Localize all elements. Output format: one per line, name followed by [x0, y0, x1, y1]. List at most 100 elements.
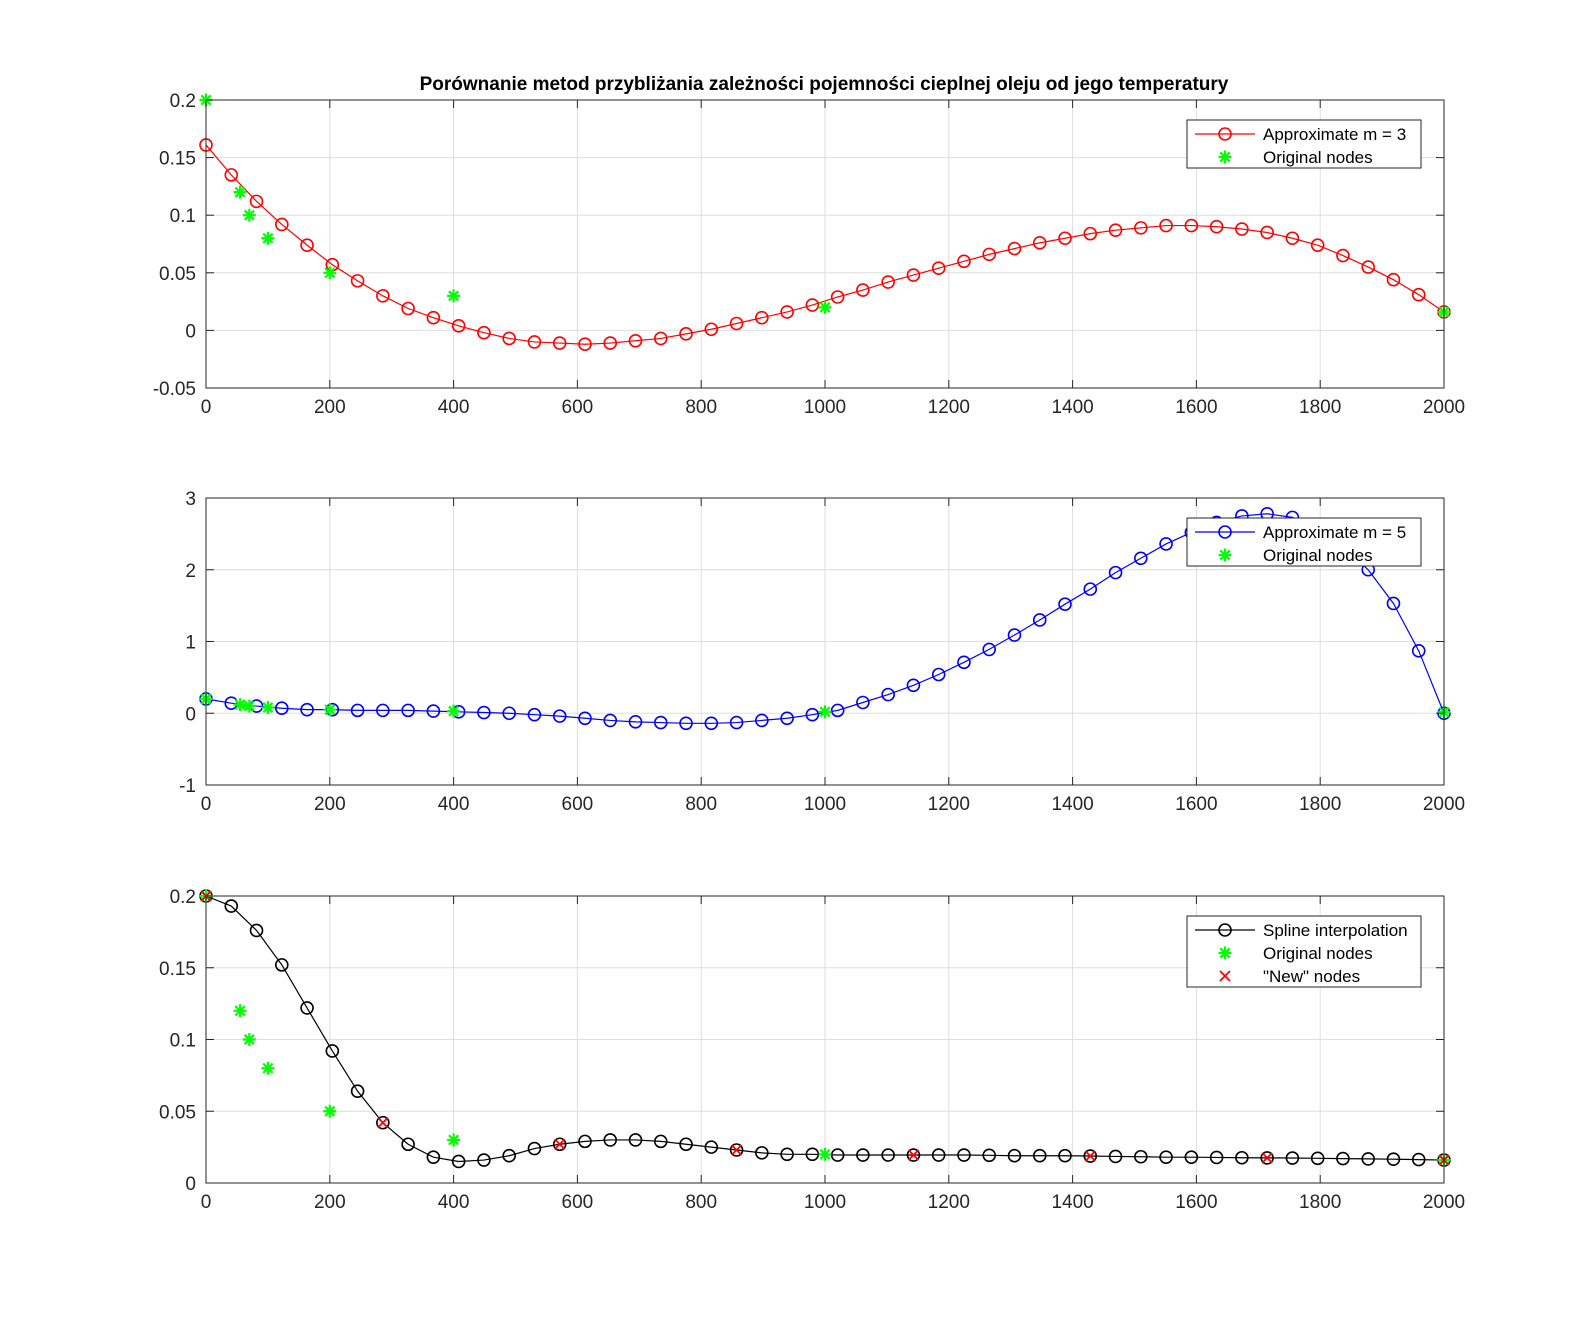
data-point: [401, 1137, 415, 1152]
subplot-3-spline-interpolation: 0 200 400 600 800 1000 1200 1400 1600 1800 2000 0 0.…: [159, 887, 1465, 1213]
legend-entry-original-nodes: Original nodes: [1218, 148, 1373, 167]
data-point: [1108, 565, 1123, 580]
y-tick-label: 0.15: [159, 149, 196, 170]
data-point: [249, 923, 264, 938]
data-point: [730, 1144, 743, 1156]
data-point: [274, 958, 289, 972]
subplot-1-approximation-m3: 0 200 400 600 800 1000 1200 1400 1600 1800 2000 -0.…: [153, 91, 1465, 418]
x-tick-label: 400: [438, 794, 470, 815]
ticks: 0 200 400 600 800 1000 1200 1400 1600 1800 2000 0 0.…: [159, 887, 1465, 1213]
x-tick-label: 1000: [804, 397, 846, 418]
figure-title: Porównanie metod przybliżania zależności…: [420, 74, 1229, 95]
data-point: [1134, 221, 1148, 235]
data-point: [1235, 222, 1249, 236]
data-point: [755, 713, 769, 728]
data-point: [552, 336, 567, 350]
y-tick-label: 0.1: [170, 1031, 196, 1052]
data-point: [426, 704, 441, 718]
data-point: [426, 1150, 441, 1164]
legend-entry-original-nodes: Original nodes: [1218, 944, 1373, 963]
x-tick-label: 600: [562, 794, 594, 815]
data-point: [729, 1143, 744, 1157]
data-point: [780, 711, 794, 726]
data-point: [1361, 1152, 1376, 1166]
data-point: [447, 1133, 461, 1147]
data-point: [233, 698, 247, 712]
data-point: [603, 713, 618, 728]
x-tick-label: 0: [201, 794, 212, 815]
y-tick-label: -0.05: [153, 379, 196, 400]
x-tick-label: 1200: [928, 397, 970, 418]
data-point: [881, 275, 895, 289]
data-point: [830, 290, 845, 304]
data-point: [1310, 1151, 1325, 1166]
data-point: [242, 1033, 256, 1046]
x-tick-label: 0: [201, 397, 212, 418]
data-point: [1108, 1149, 1123, 1164]
y-tick-label: 1: [185, 633, 196, 654]
data-point: [1032, 236, 1047, 250]
data-point: [957, 655, 971, 670]
data-point: [1007, 1148, 1022, 1163]
legend-marker: [1218, 946, 1232, 960]
data-point: [830, 1148, 845, 1162]
data-point: [856, 283, 870, 297]
data-point: [1411, 644, 1426, 658]
y-tick-label: 0.1: [170, 206, 196, 227]
data-point: [261, 701, 275, 715]
x-tick-label: 1400: [1051, 1192, 1093, 1213]
x-tick-label: 200: [314, 794, 346, 815]
data-point: [1159, 1150, 1173, 1164]
data-point: [578, 1134, 592, 1149]
data-point: [323, 266, 337, 280]
data-point: [755, 1146, 769, 1160]
data-point: [1310, 238, 1325, 252]
data-point: [931, 1148, 946, 1162]
data-point: [376, 289, 390, 303]
data-point: [679, 716, 693, 731]
y-tick-label: -1: [179, 776, 196, 797]
data-point: [1032, 613, 1047, 627]
data-point: [242, 699, 256, 713]
data-point: [1184, 1150, 1199, 1164]
legend-label: Original nodes: [1263, 944, 1373, 963]
x-tick-label: 1600: [1175, 794, 1217, 815]
x-tick-label: 1000: [804, 1192, 846, 1213]
legend-marker: [1218, 150, 1232, 164]
data-point: [856, 1148, 870, 1162]
data-point: [1159, 537, 1173, 551]
data-point: [1386, 272, 1401, 287]
legend-label: Original nodes: [1263, 148, 1373, 167]
data-point: [931, 261, 946, 275]
x-tick-label: 1200: [928, 1192, 970, 1213]
grid: [206, 100, 1444, 388]
data-point: [224, 899, 239, 913]
data-point: [300, 702, 314, 717]
data-point: [527, 707, 542, 722]
data-point: [818, 1147, 832, 1161]
legend-entry-new-nodes: "New" nodes: [1219, 967, 1360, 986]
data-point: [1336, 1151, 1350, 1166]
data-point: [1058, 231, 1072, 246]
x-tick-label: 1200: [928, 794, 970, 815]
data-point: [477, 325, 491, 340]
ticks: 0 200 400 600 800 1000 1200 1400 1600 1800 2000-10…: [179, 489, 1465, 815]
data-point: [653, 331, 668, 346]
y-tick-label: 0.2: [170, 91, 196, 112]
data-point: [780, 1147, 794, 1162]
data-point: [401, 703, 415, 718]
legend-label: Approximate m = 5: [1263, 523, 1406, 542]
data-point: [502, 331, 516, 346]
data-point: [1032, 1148, 1047, 1163]
series-original-nodes: [199, 889, 1451, 1167]
data-point: [1084, 1150, 1096, 1162]
y-tick-label: 0: [185, 321, 196, 342]
data-point: [1083, 582, 1098, 596]
data-point: [628, 715, 643, 729]
data-point: [233, 185, 247, 199]
data-point: [1083, 1149, 1098, 1163]
x-tick-label: 200: [314, 1192, 346, 1213]
data-point: [679, 1137, 693, 1152]
data-point: [982, 642, 997, 657]
